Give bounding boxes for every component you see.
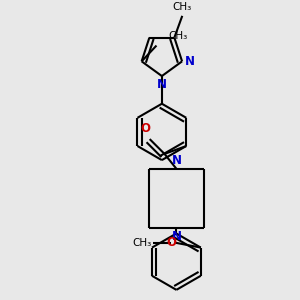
Text: CH₃: CH₃: [168, 31, 188, 40]
Text: O: O: [166, 236, 176, 249]
Text: CH₃: CH₃: [132, 238, 151, 248]
Text: N: N: [157, 78, 167, 91]
Text: CH₃: CH₃: [172, 2, 192, 12]
Text: N: N: [171, 230, 182, 243]
Text: N: N: [171, 154, 182, 167]
Text: N: N: [185, 55, 195, 68]
Text: O: O: [141, 122, 151, 135]
